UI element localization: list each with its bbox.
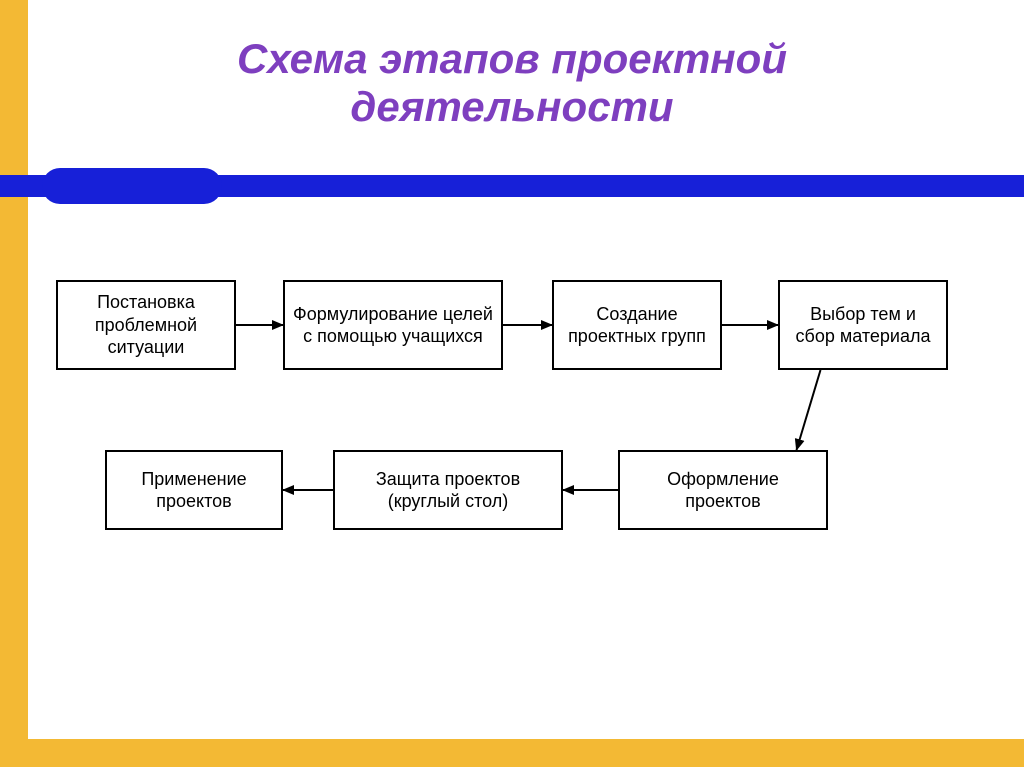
flowchart-node: Формулирование целей с помощью учащихся [283, 280, 503, 370]
accent-pill [42, 168, 222, 204]
title-line-1: Схема этапов проектной [237, 35, 787, 82]
flowchart-node: Создание проектных групп [552, 280, 722, 370]
title-line-2: деятельности [350, 83, 673, 130]
slide-frame-bottom [0, 739, 1024, 767]
flowchart-node: Защита проектов (круглый стол) [333, 450, 563, 530]
flowchart-node: Оформление проектов [618, 450, 828, 530]
slide-frame-left [0, 0, 28, 767]
flowchart-node: Применение проектов [105, 450, 283, 530]
flowchart-node: Выбор тем и сбор материала [778, 280, 948, 370]
flowchart-edge [797, 370, 821, 450]
slide-title: Схема этапов проектной деятельности [122, 35, 902, 132]
flowchart-node: Постановка проблемной ситуации [56, 280, 236, 370]
